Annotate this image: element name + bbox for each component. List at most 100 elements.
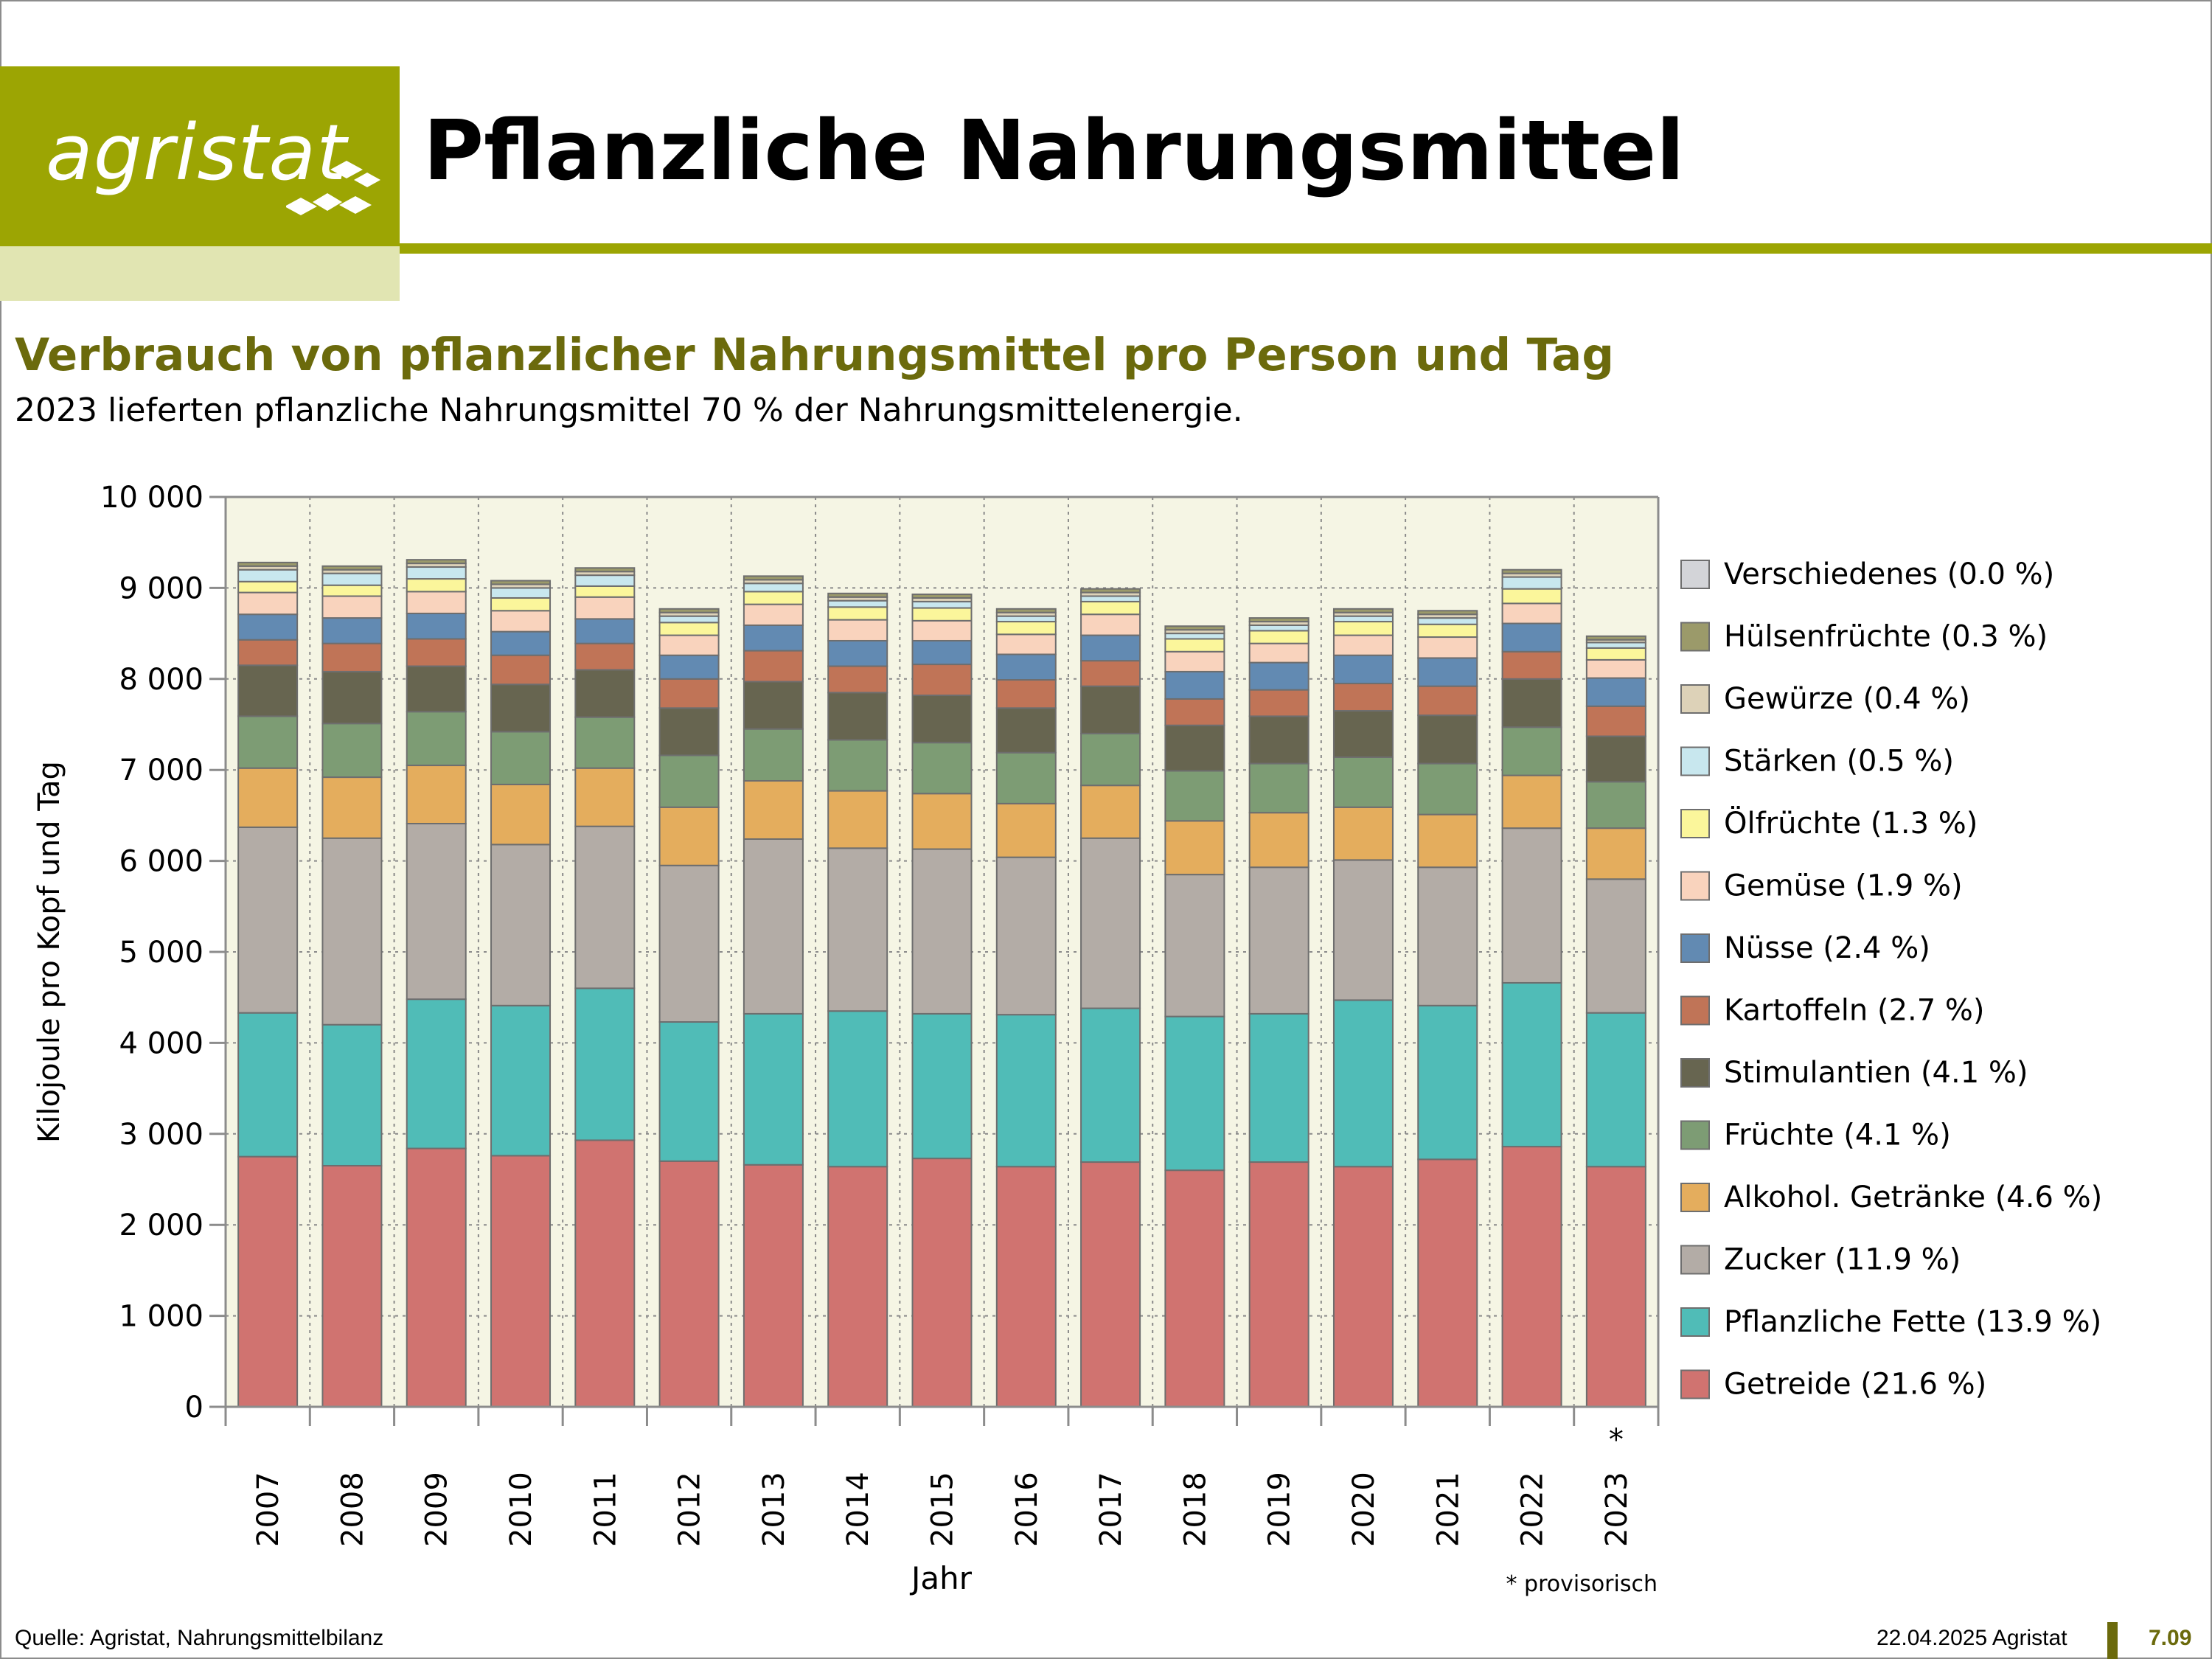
bar-segment	[742, 591, 804, 605]
bar-segment	[1417, 1004, 1478, 1161]
legend-label: Stimulantien (4.1 %)	[1724, 1056, 2028, 1090]
bar-segment	[911, 619, 973, 641]
bar-segment	[1585, 705, 1646, 737]
bar-segment	[911, 600, 973, 609]
x-tick-label: 2014	[841, 1472, 875, 1547]
bar-segment	[995, 751, 1057, 804]
bar-segment	[1417, 866, 1478, 1006]
bar-segment	[658, 864, 720, 1023]
bar-segment	[911, 639, 973, 666]
x-tick-label: 2016	[1010, 1472, 1044, 1547]
legend-label: Gemüse (1.9 %)	[1724, 869, 1963, 903]
x-tick-label: 2007	[251, 1472, 285, 1547]
chart-subtitle: Verbrauch von pflanzlicher Nahrungsmitte…	[15, 329, 1615, 381]
legend-label: Zucker (11.9 %)	[1724, 1243, 1961, 1277]
bar-segment	[321, 670, 383, 725]
bar-segment	[1248, 866, 1310, 1015]
bar-segment	[911, 742, 973, 795]
x-tick-label: 2020	[1347, 1472, 1381, 1547]
bar-segment	[1332, 621, 1394, 636]
y-tick-label: 0	[185, 1391, 204, 1425]
bar-segment	[237, 715, 299, 769]
bar-segment	[237, 580, 299, 594]
bar-segment	[742, 575, 804, 581]
bar-segment	[658, 1021, 720, 1162]
y-tick-label: 10 000	[100, 481, 204, 515]
bar-segment	[321, 1023, 383, 1166]
bar-segment	[827, 847, 888, 1012]
bar-segment	[1332, 1166, 1394, 1408]
bar-segment	[1248, 661, 1310, 691]
bar-segment	[1417, 1158, 1478, 1408]
bar-segment	[658, 654, 720, 680]
x-tick-label: 2022	[1516, 1472, 1550, 1547]
bar-segment	[1501, 568, 1562, 574]
bar-segment	[1501, 726, 1562, 776]
bar-segment	[742, 681, 804, 730]
bar-segment	[1585, 641, 1646, 649]
bar-segment	[1417, 617, 1478, 625]
bar-segment	[574, 574, 636, 587]
bar-segment	[1585, 735, 1646, 783]
y-tick-label: 4 000	[119, 1026, 204, 1060]
bar-segment	[1332, 806, 1394, 861]
legend-swatch	[1680, 1120, 1710, 1150]
legend-swatch	[1680, 809, 1710, 838]
bar-segment	[827, 599, 888, 608]
bar-segment	[321, 776, 383, 839]
bar-segment	[574, 669, 636, 718]
bar-segment	[995, 707, 1057, 754]
bar-segment	[237, 826, 299, 1014]
bar-segment	[995, 608, 1057, 613]
bar-segment	[827, 606, 888, 621]
bar-segment	[1080, 837, 1141, 1009]
bar-segment	[490, 1004, 552, 1157]
bar-segment	[995, 802, 1057, 858]
x-tick-label: 2017	[1094, 1472, 1128, 1547]
bar-segment	[237, 561, 299, 567]
footnote: * provisorisch	[1506, 1571, 1658, 1597]
bar-segment	[1080, 660, 1141, 687]
bar-segment	[237, 639, 299, 667]
bar-segment	[827, 592, 888, 598]
bar-segment	[574, 1139, 636, 1408]
bar-segment	[658, 678, 720, 709]
bar-segment	[574, 767, 636, 827]
legend-swatch	[1680, 560, 1710, 589]
bar-segment	[1080, 1007, 1141, 1164]
bar-segment	[321, 572, 383, 586]
bar-segment	[574, 596, 636, 620]
page-title: Pflanzliche Nahrungsmittel	[423, 103, 1685, 199]
x-tick-label: 2023	[1600, 1472, 1634, 1547]
x-tick-mark: *	[1609, 1423, 1624, 1457]
bar-segment	[742, 650, 804, 683]
bar-segment	[321, 595, 383, 619]
bar-segment	[1248, 630, 1310, 644]
bar-segment	[1248, 812, 1310, 869]
bar-segment	[1417, 813, 1478, 869]
x-tick-label: 2013	[757, 1472, 791, 1547]
bar-segment	[1080, 685, 1141, 734]
bar-segment	[1585, 781, 1646, 830]
bar-segment	[237, 568, 299, 582]
y-axis-label: Kilojoule pro Kopf und Tag	[32, 761, 66, 1143]
bar-segment	[1332, 615, 1394, 623]
bar-segment	[1501, 622, 1562, 653]
bar-segment	[574, 567, 636, 573]
bar-segment	[1332, 859, 1394, 1001]
bar-segment	[658, 615, 720, 624]
bar-segment	[1080, 595, 1141, 602]
bar-segment	[321, 584, 383, 597]
bar-segment	[490, 783, 552, 846]
bar-segment	[1585, 878, 1646, 1014]
bar-segment	[1585, 677, 1646, 707]
legend-label: Nüsse (2.4 %)	[1724, 931, 1930, 965]
bar-segment	[574, 618, 636, 644]
footer-date: 22.04.2025 Agristat	[1877, 1626, 2067, 1650]
bar-segment	[827, 619, 888, 641]
bar-segment	[1585, 1166, 1646, 1408]
bar-segment	[1080, 600, 1141, 616]
bar-segment	[911, 664, 973, 697]
bar-segment	[490, 1155, 552, 1408]
